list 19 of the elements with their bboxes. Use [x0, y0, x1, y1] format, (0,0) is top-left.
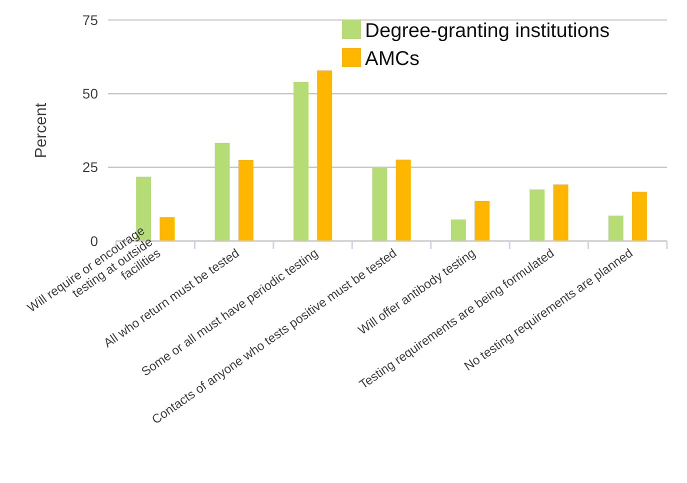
bar [530, 189, 545, 241]
bar [372, 168, 388, 241]
bar [608, 216, 624, 241]
bar [238, 160, 254, 241]
bar [450, 219, 466, 241]
y-axis-title: Percent [33, 102, 50, 158]
legend-label: Degree-granting institutions [365, 20, 610, 42]
bar [294, 82, 308, 241]
bar [474, 200, 490, 241]
bar [160, 217, 175, 241]
y-tick-label: 75 [82, 12, 98, 28]
bar [214, 142, 230, 241]
y-tick-label: 50 [82, 86, 98, 102]
bar [396, 160, 411, 241]
y-tick-label: 25 [82, 159, 98, 176]
bar [553, 184, 568, 241]
bar [317, 70, 332, 241]
legend-label: AMCs [365, 48, 420, 70]
bar [632, 192, 647, 241]
